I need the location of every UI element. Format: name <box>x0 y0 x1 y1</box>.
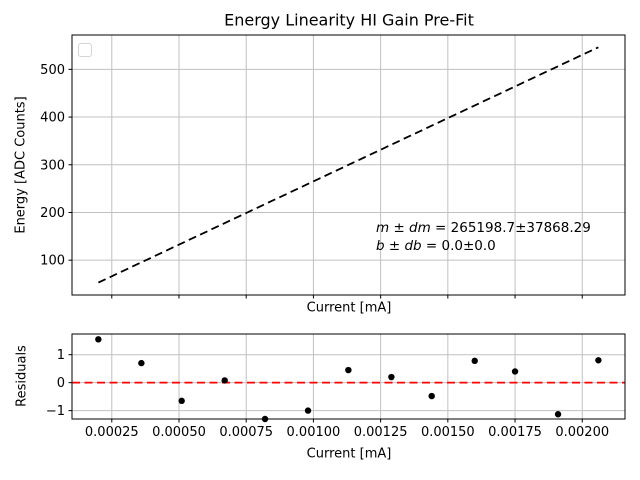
legend-box <box>78 43 92 57</box>
residual-point <box>595 357 602 364</box>
x-tick-label: 0.00200 <box>555 425 609 440</box>
y-tick-label: 300 <box>40 158 65 173</box>
annotation-line-2: b ± db = 0.0±0.0 <box>376 238 591 256</box>
x-tick-label: 0.00150 <box>421 425 475 440</box>
residual-point <box>304 407 312 414</box>
annotation-line1-variables: m ± dm <box>376 220 431 236</box>
fit-parameters-annotation: m ± dm = 265198.7±37868.29 b ± db = 0.0±… <box>376 220 591 255</box>
annotation-line1-values: = 265198.7±37868.29 <box>430 220 591 236</box>
chart-title: Energy Linearity HI Gain Pre-Fit <box>224 10 474 30</box>
residual-point <box>95 336 102 343</box>
y-tick-label: 100 <box>40 254 65 269</box>
residual-point <box>221 377 228 384</box>
top-x-axis-label: Current [mA] <box>306 300 392 316</box>
y-tick-label: −1 <box>46 404 65 419</box>
residual-point <box>554 411 562 418</box>
annotation-line-1: m ± dm = 265198.7±37868.29 <box>376 220 591 238</box>
annotation-line2-values: = 0.0±0.0 <box>421 237 496 254</box>
x-tick-label: 0.00175 <box>488 425 542 440</box>
y-tick-label: 1 <box>57 348 65 363</box>
bottom-y-axis-label: Residuals <box>14 345 30 407</box>
residual-point <box>178 397 185 405</box>
residual-point <box>511 368 519 375</box>
x-tick-label: 0.00050 <box>152 425 206 440</box>
y-tick-label: 400 <box>40 111 65 126</box>
x-tick-label: 0.00075 <box>219 425 273 440</box>
axes-frame <box>71 333 626 420</box>
x-tick-label: 0.00100 <box>287 425 341 440</box>
y-tick-label: 0 <box>57 376 65 391</box>
y-tick-label: 200 <box>40 206 65 221</box>
bottom-x-axis-label: Current [mA] <box>306 446 392 462</box>
top-y-axis-label: Energy [ADC Counts] <box>13 96 29 234</box>
residual-point <box>471 357 478 365</box>
fit-line <box>97 46 599 284</box>
residual-point <box>388 373 395 381</box>
annotation-line2-variables: b ± db <box>376 237 422 254</box>
residual-point <box>428 392 435 400</box>
x-tick-label: 0.00125 <box>354 425 408 440</box>
y-tick-label: 500 <box>40 63 65 78</box>
residual-point <box>138 359 145 367</box>
x-tick-label: 0.00025 <box>85 425 139 440</box>
residual-point <box>345 366 352 374</box>
